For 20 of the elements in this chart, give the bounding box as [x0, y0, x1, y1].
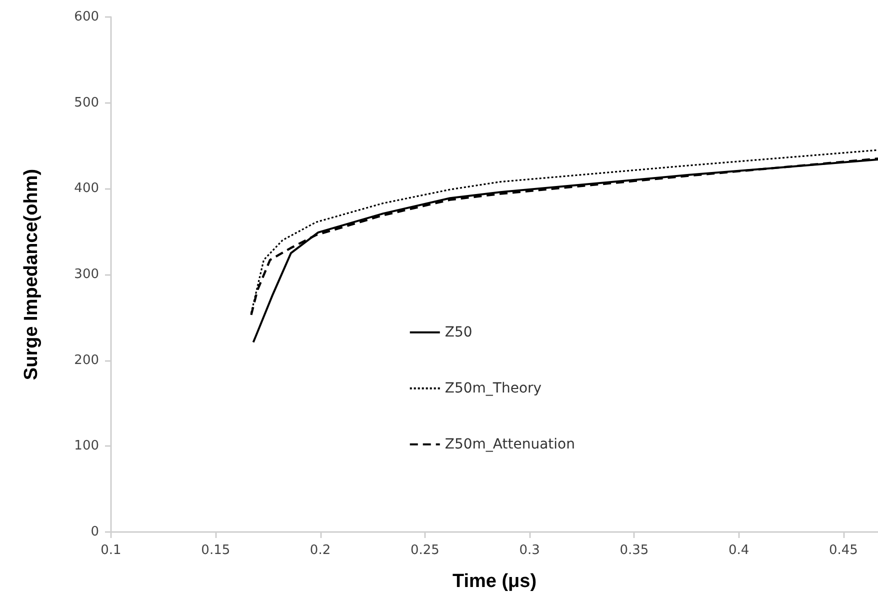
y-tick-label: 300 [74, 267, 99, 282]
y-tick-label: 100 [74, 438, 99, 454]
x-tick-label: 0.45 [828, 543, 858, 558]
x-tick-label: 0.25 [410, 543, 440, 558]
y-axis-title: Surge Impedance(ohm) [21, 168, 42, 380]
y-tick-label: 200 [74, 352, 99, 368]
x-tick-label: 0.2 [310, 543, 331, 558]
y-tick-label: 0 [90, 524, 99, 540]
x-tick-label: 0.4 [728, 543, 750, 558]
legend-label: Z50m_Attenuation [444, 436, 575, 452]
y-tick-label: 600 [74, 10, 99, 24]
y-tick-label: 400 [74, 181, 99, 196]
x-tick-label: 0.35 [620, 543, 649, 558]
x-tick-label: 0.1 [100, 543, 122, 558]
x-tick-label: 0.15 [201, 543, 230, 558]
legend-label: Z50 [444, 324, 472, 340]
x-tick-label: 0.3 [519, 543, 540, 558]
legend-label: Z50m_Theory [444, 380, 542, 396]
y-tick-label: 500 [74, 95, 99, 110]
x-axis-title: Time (μs) [452, 571, 537, 592]
